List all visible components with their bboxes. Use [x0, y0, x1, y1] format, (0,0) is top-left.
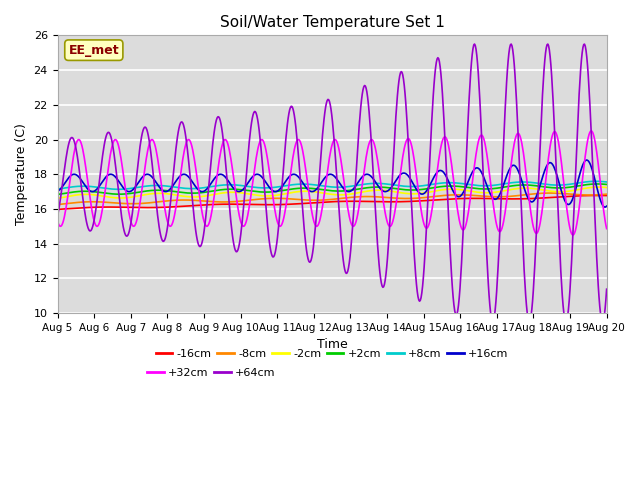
+16cm [205, 184, 212, 190]
+8cm [415, 183, 423, 189]
+32cm [205, 221, 212, 227]
-2cm [415, 191, 422, 196]
+64cm [603, 286, 611, 292]
X-axis label: Time: Time [317, 338, 348, 351]
Legend: +32cm, +64cm: +32cm, +64cm [143, 364, 280, 383]
+64cm [399, 72, 406, 78]
+8cm [399, 183, 407, 189]
+32cm [54, 218, 61, 224]
+8cm [205, 184, 213, 190]
+8cm [54, 186, 61, 192]
+2cm [63, 190, 71, 196]
Line: +16cm: +16cm [58, 160, 607, 207]
+64cm [63, 147, 71, 153]
-16cm [205, 202, 212, 207]
+32cm [569, 232, 577, 238]
+8cm [603, 179, 611, 185]
+16cm [601, 204, 609, 210]
-16cm [63, 206, 71, 212]
-8cm [205, 198, 212, 204]
+8cm [63, 185, 71, 191]
+32cm [603, 226, 611, 231]
+16cm [120, 186, 128, 192]
Title: Soil/Water Temperature Set 1: Soil/Water Temperature Set 1 [220, 15, 445, 30]
+2cm [594, 181, 602, 187]
-8cm [399, 195, 406, 201]
+32cm [63, 196, 71, 202]
-8cm [120, 201, 128, 206]
+64cm [489, 319, 497, 324]
+2cm [415, 187, 422, 192]
-2cm [205, 192, 212, 198]
-16cm [120, 204, 128, 210]
-2cm [176, 193, 184, 199]
-16cm [592, 192, 600, 198]
+16cm [415, 190, 422, 195]
-2cm [399, 190, 406, 196]
+2cm [54, 192, 61, 197]
+64cm [415, 297, 422, 303]
+8cm [121, 186, 129, 192]
+16cm [603, 203, 611, 209]
-2cm [54, 195, 61, 201]
-8cm [415, 195, 422, 201]
+64cm [205, 183, 212, 189]
Line: -2cm: -2cm [58, 187, 607, 198]
+64cm [54, 213, 61, 219]
-8cm [176, 197, 184, 203]
-2cm [120, 195, 128, 201]
+16cm [176, 173, 184, 179]
-8cm [63, 201, 71, 206]
-2cm [595, 184, 602, 190]
+8cm [177, 185, 184, 191]
-16cm [176, 204, 184, 209]
+2cm [399, 187, 406, 192]
-16cm [415, 198, 422, 204]
+16cm [63, 177, 71, 182]
-8cm [603, 192, 611, 197]
-8cm [547, 190, 554, 196]
-2cm [63, 193, 71, 199]
Line: +32cm: +32cm [58, 131, 607, 235]
+32cm [120, 176, 128, 182]
+8cm [115, 186, 122, 192]
Line: +2cm: +2cm [58, 184, 607, 194]
+32cm [415, 191, 422, 196]
+2cm [120, 191, 128, 197]
-16cm [399, 199, 406, 204]
Line: +8cm: +8cm [58, 181, 607, 189]
Line: -16cm: -16cm [58, 195, 607, 209]
+64cm [470, 41, 478, 47]
+16cm [583, 157, 591, 163]
-2cm [603, 185, 611, 191]
+32cm [176, 178, 184, 183]
-16cm [603, 192, 611, 198]
-8cm [54, 202, 61, 207]
+2cm [205, 189, 212, 194]
+64cm [176, 122, 184, 128]
Text: EE_met: EE_met [68, 44, 119, 57]
Line: -8cm: -8cm [58, 193, 607, 204]
+64cm [120, 228, 128, 233]
Line: +64cm: +64cm [58, 44, 607, 322]
-16cm [54, 206, 61, 212]
+2cm [603, 181, 611, 187]
Y-axis label: Temperature (C): Temperature (C) [15, 123, 28, 225]
+16cm [399, 170, 406, 176]
+32cm [399, 154, 406, 160]
+2cm [176, 190, 184, 195]
+8cm [592, 179, 600, 184]
+32cm [588, 128, 595, 134]
+16cm [54, 188, 61, 194]
